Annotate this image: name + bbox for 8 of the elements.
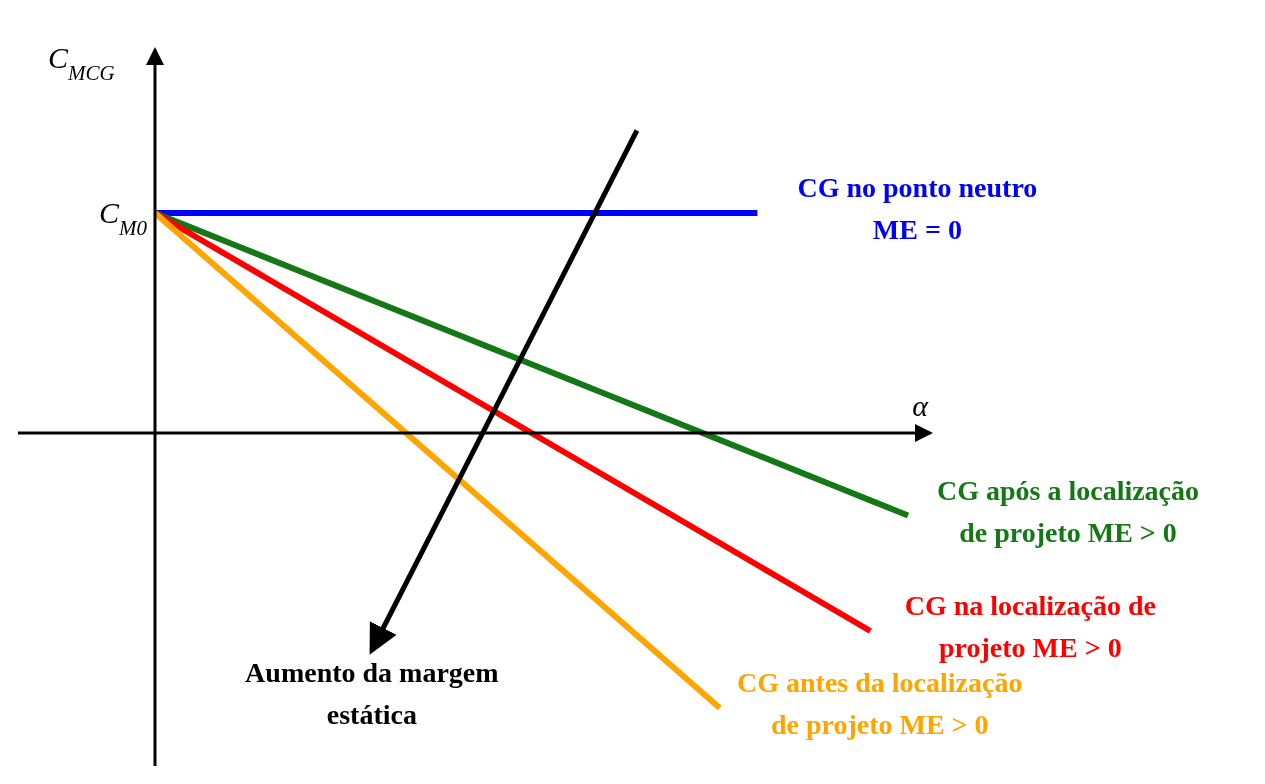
series-label: CG antes da localização de projeto ME > 0: [737, 667, 1023, 740]
series-label: CG no ponto neutro ME = 0: [797, 172, 1038, 245]
series-label: CG após a localização de projeto ME > 0: [936, 474, 1200, 548]
annotation: Aumento da margem estática: [245, 657, 499, 731]
series-label: CG na localização de projeto ME > 0: [904, 590, 1156, 663]
annotation: C$_{M0}$: [98, 196, 148, 240]
y-axis-title: C$_{MCG}$: [48, 41, 115, 85]
x-axis-title: α: [912, 389, 930, 422]
